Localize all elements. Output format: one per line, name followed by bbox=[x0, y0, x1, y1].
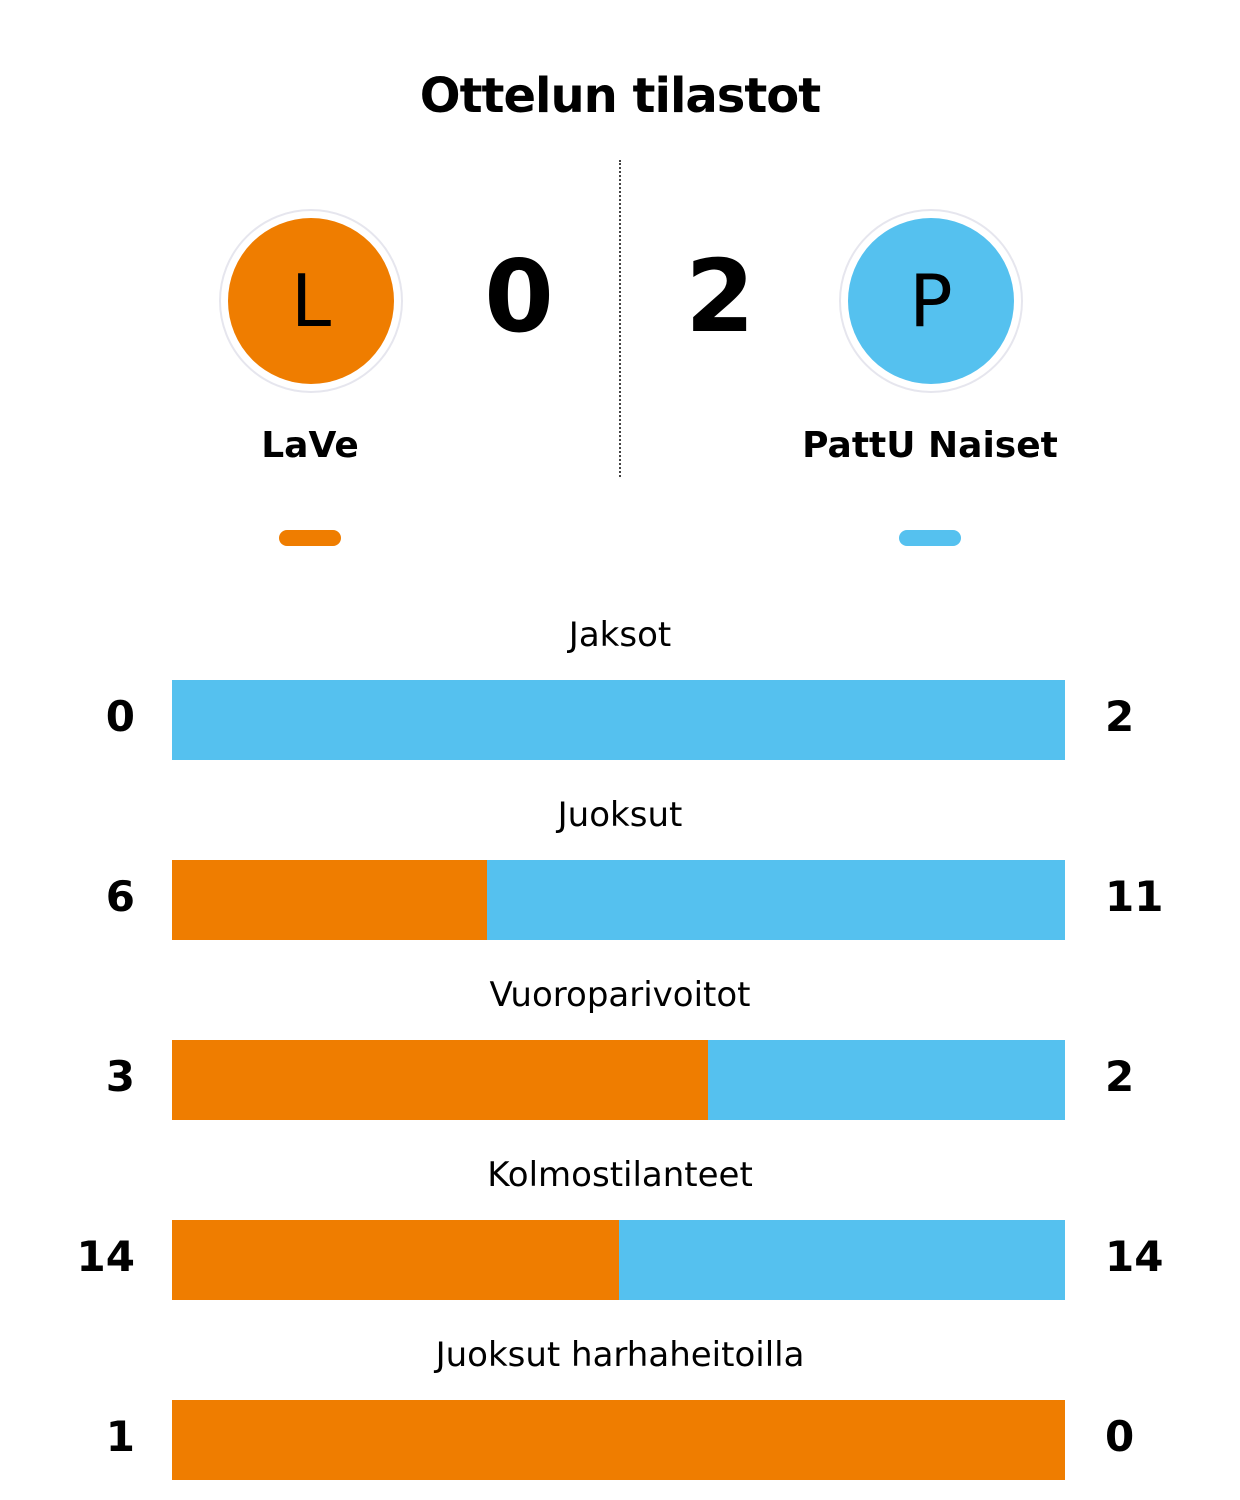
home-stat-value: 1 bbox=[105, 1412, 135, 1461]
home-bar-segment bbox=[172, 860, 488, 940]
stat-bar bbox=[172, 1040, 1065, 1120]
away-color-legend bbox=[899, 530, 961, 546]
away-stat-value: 2 bbox=[1105, 1052, 1135, 1101]
stat-bar bbox=[172, 1400, 1065, 1480]
away-logo-initial: P bbox=[848, 218, 1014, 384]
away-stat-value: 2 bbox=[1105, 692, 1135, 741]
home-bar-segment bbox=[172, 1220, 619, 1300]
away-bar-segment bbox=[618, 1220, 1065, 1300]
away-stat-value: 0 bbox=[1105, 1412, 1135, 1461]
stat-label: Kolmostilanteet bbox=[487, 1155, 753, 1195]
home-bar-segment bbox=[172, 1040, 708, 1120]
home-team-name: LaVe bbox=[261, 425, 359, 466]
away-score: 2 bbox=[685, 238, 755, 355]
home-stat-value: 0 bbox=[105, 692, 135, 741]
home-stat-value: 6 bbox=[105, 872, 135, 921]
home-bar-segment bbox=[172, 1400, 1065, 1480]
center-divider bbox=[619, 160, 621, 477]
stat-label: Juoksut bbox=[557, 795, 683, 835]
stat-label: Jaksot bbox=[568, 615, 672, 655]
home-stat-value: 3 bbox=[105, 1052, 135, 1101]
home-logo-initial: L bbox=[228, 218, 394, 384]
away-team-logo: P bbox=[839, 209, 1023, 393]
away-bar-segment bbox=[487, 860, 1065, 940]
away-team-name: PattU Naiset bbox=[802, 425, 1058, 466]
page-title: Ottelun tilastot bbox=[419, 68, 821, 124]
away-bar-segment bbox=[707, 1040, 1065, 1120]
home-color-legend bbox=[279, 530, 341, 546]
home-stat-value: 14 bbox=[76, 1232, 135, 1281]
stat-bar bbox=[172, 860, 1065, 940]
home-score: 0 bbox=[484, 238, 554, 355]
stat-bar bbox=[172, 1220, 1065, 1300]
away-bar-segment bbox=[172, 680, 1065, 760]
stat-label: Vuoroparivoitot bbox=[489, 975, 751, 1015]
away-stat-value: 14 bbox=[1105, 1232, 1164, 1281]
away-stat-value: 11 bbox=[1105, 872, 1164, 921]
home-team-logo: L bbox=[219, 209, 403, 393]
stat-bar bbox=[172, 680, 1065, 760]
stat-label: Juoksut harhaheitoilla bbox=[435, 1335, 805, 1375]
